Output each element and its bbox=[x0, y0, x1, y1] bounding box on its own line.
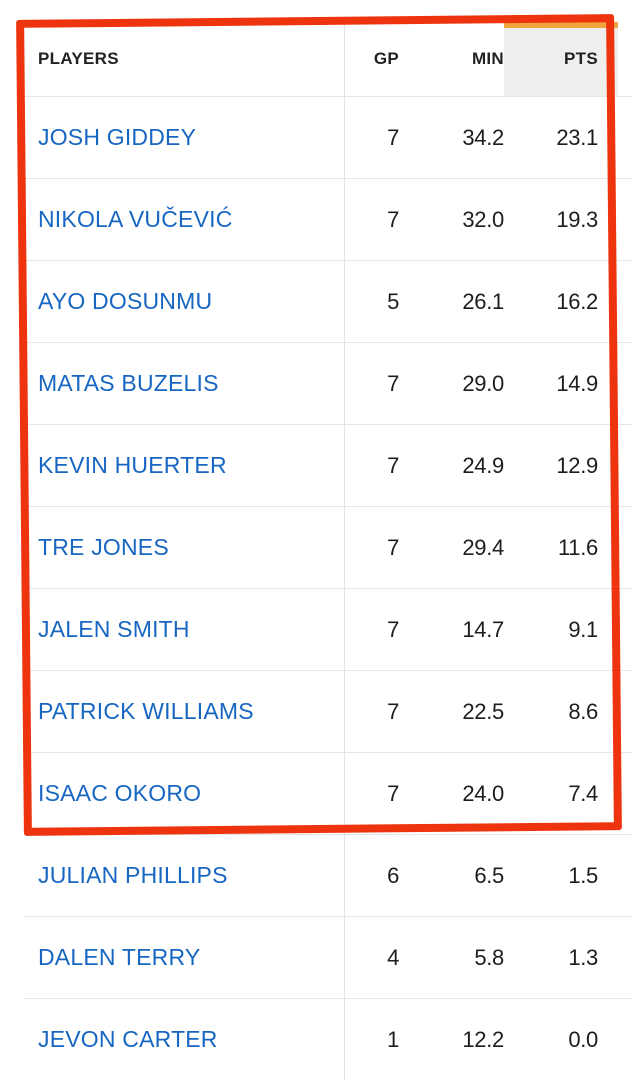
min-value: 24.0 bbox=[462, 780, 504, 806]
column-header-gp[interactable]: GP bbox=[373, 49, 399, 68]
player-link[interactable]: AYO DOSUNMU bbox=[38, 288, 213, 314]
row-overflow bbox=[618, 261, 632, 342]
min-value: 12.2 bbox=[462, 1026, 504, 1052]
row-overflow bbox=[618, 425, 632, 506]
min-value: 32.0 bbox=[462, 206, 504, 232]
player-link[interactable]: JALEN SMITH bbox=[38, 616, 190, 642]
pts-value: 7.4 bbox=[568, 780, 598, 806]
table-row: KEVIN HUERTER 7 24.9 12.9 bbox=[25, 424, 632, 506]
gp-value: 7 bbox=[387, 616, 399, 642]
column-header-overflow bbox=[618, 22, 632, 96]
table-row: ISAAC OKORO 7 24.0 7.4 bbox=[25, 752, 632, 834]
gp-value: 7 bbox=[387, 698, 399, 724]
pts-value: 1.3 bbox=[568, 944, 598, 970]
row-overflow bbox=[618, 507, 632, 588]
gp-value: 7 bbox=[387, 124, 399, 150]
pts-value: 14.9 bbox=[556, 370, 598, 396]
gp-value: 7 bbox=[387, 452, 399, 478]
table-row: TRE JONES 7 29.4 11.6 bbox=[25, 506, 632, 588]
row-overflow bbox=[618, 999, 632, 1080]
row-overflow bbox=[618, 753, 632, 834]
table-row: DALEN TERRY 4 5.8 1.3 bbox=[25, 916, 632, 998]
player-link[interactable]: JULIAN PHILLIPS bbox=[38, 862, 228, 888]
gp-value: 1 bbox=[387, 1026, 399, 1052]
table-header-row: PLAYERS GP MIN PTS bbox=[25, 22, 632, 96]
table-row: MATAS BUZELIS 7 29.0 14.9 bbox=[25, 342, 632, 424]
gp-value: 7 bbox=[387, 780, 399, 806]
column-header-min[interactable]: MIN bbox=[471, 49, 504, 68]
table-row: JEVON CARTER 1 12.2 0.0 bbox=[25, 998, 632, 1080]
row-overflow bbox=[618, 179, 632, 260]
gp-value: 7 bbox=[387, 206, 399, 232]
table-row: NIKOLA VUČEVIĆ 7 32.0 19.3 bbox=[25, 178, 632, 260]
min-value: 26.1 bbox=[462, 288, 504, 314]
min-value: 29.4 bbox=[462, 534, 504, 560]
column-divider bbox=[344, 22, 345, 1080]
pts-value: 8.6 bbox=[568, 698, 598, 724]
table-row: JALEN SMITH 7 14.7 9.1 bbox=[25, 588, 632, 670]
player-link[interactable]: PATRICK WILLIAMS bbox=[38, 698, 254, 724]
player-link[interactable]: KEVIN HUERTER bbox=[38, 452, 227, 478]
table-row: AYO DOSUNMU 5 26.1 16.2 bbox=[25, 260, 632, 342]
row-overflow bbox=[618, 589, 632, 670]
pts-value: 11.6 bbox=[558, 534, 598, 560]
min-value: 29.0 bbox=[462, 370, 504, 396]
player-link[interactable]: MATAS BUZELIS bbox=[38, 370, 219, 396]
player-link[interactable]: TRE JONES bbox=[38, 534, 169, 560]
gp-value: 5 bbox=[387, 288, 399, 314]
min-value: 22.5 bbox=[462, 698, 504, 724]
pts-value: 9.1 bbox=[568, 616, 598, 642]
gp-value: 7 bbox=[387, 370, 399, 396]
pts-value: 19.3 bbox=[556, 206, 598, 232]
column-header-pts-label: PTS bbox=[564, 49, 598, 68]
player-stats-table: PLAYERS GP MIN PTS JOSH GIDDEY 7 34.2 23… bbox=[25, 22, 632, 1080]
player-link[interactable]: DALEN TERRY bbox=[38, 944, 201, 970]
pts-value: 12.9 bbox=[556, 452, 598, 478]
table-row: JOSH GIDDEY 7 34.2 23.1 bbox=[25, 96, 632, 178]
row-overflow bbox=[618, 671, 632, 752]
player-link[interactable]: JOSH GIDDEY bbox=[38, 124, 197, 150]
column-header-players[interactable]: PLAYERS bbox=[38, 49, 119, 68]
gp-value: 7 bbox=[387, 534, 399, 560]
pts-value: 1.5 bbox=[568, 862, 598, 888]
pts-value: 0.0 bbox=[568, 1026, 598, 1052]
table-row: PATRICK WILLIAMS 7 22.5 8.6 bbox=[25, 670, 632, 752]
player-link[interactable]: JEVON CARTER bbox=[38, 1026, 218, 1052]
pts-value: 23.1 bbox=[556, 124, 598, 150]
column-header-pts[interactable]: PTS bbox=[504, 22, 618, 96]
row-overflow bbox=[618, 835, 632, 916]
player-link[interactable]: NIKOLA VUČEVIĆ bbox=[38, 206, 233, 232]
gp-value: 4 bbox=[387, 944, 399, 970]
row-overflow bbox=[618, 97, 632, 178]
gp-value: 6 bbox=[387, 862, 399, 888]
pts-value: 16.2 bbox=[556, 288, 598, 314]
min-value: 6.5 bbox=[474, 862, 504, 888]
min-value: 34.2 bbox=[462, 124, 504, 150]
sort-indicator-bar bbox=[504, 22, 618, 28]
row-overflow bbox=[618, 917, 632, 998]
row-overflow bbox=[618, 343, 632, 424]
player-link[interactable]: ISAAC OKORO bbox=[38, 780, 202, 806]
min-value: 24.9 bbox=[462, 452, 504, 478]
min-value: 14.7 bbox=[462, 616, 504, 642]
min-value: 5.8 bbox=[474, 944, 504, 970]
table-row: JULIAN PHILLIPS 6 6.5 1.5 bbox=[25, 834, 632, 916]
